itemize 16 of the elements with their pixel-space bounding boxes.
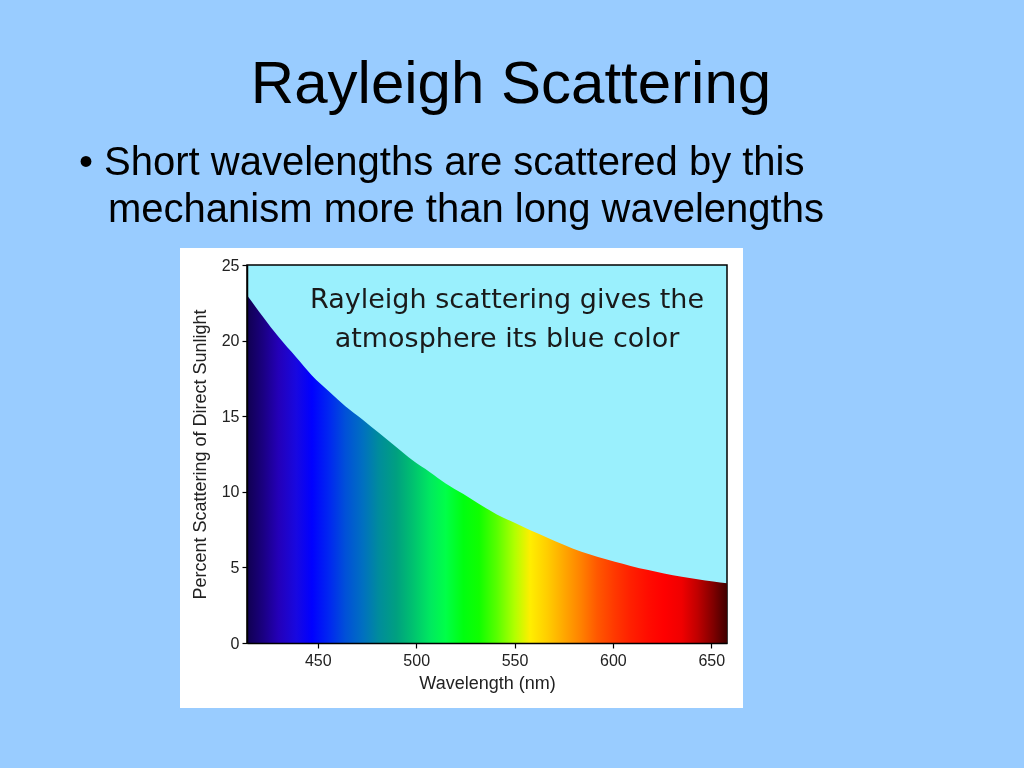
x-tick-label: 650 [698,651,726,669]
y-tick-label: 5 [230,558,240,576]
y-tick-label: 20 [221,332,240,350]
x-axis-title: Wavelength (nm) [419,672,556,693]
y-tick-label: 0 [230,634,240,652]
chart-title: Rayleigh Scattering [250,49,772,116]
x-tick-label: 600 [600,651,627,669]
chart-subtitle: • Short wavelengths are scattered by this mechanism more than long wavelengths [79,139,824,230]
x-tick-label: 550 [501,651,529,669]
y-tick-label: 15 [221,407,240,425]
y-tick-label: 10 [221,483,240,501]
x-tick-label: 500 [403,651,431,669]
y-axis-title: Percent Scattering of Direct Sunlight [189,309,210,600]
y-tick-label: 25 [221,256,240,274]
annotation: Rayleigh scattering gives the atmosphere its blue color [309,283,705,353]
x-tick-label: 450 [304,651,332,669]
